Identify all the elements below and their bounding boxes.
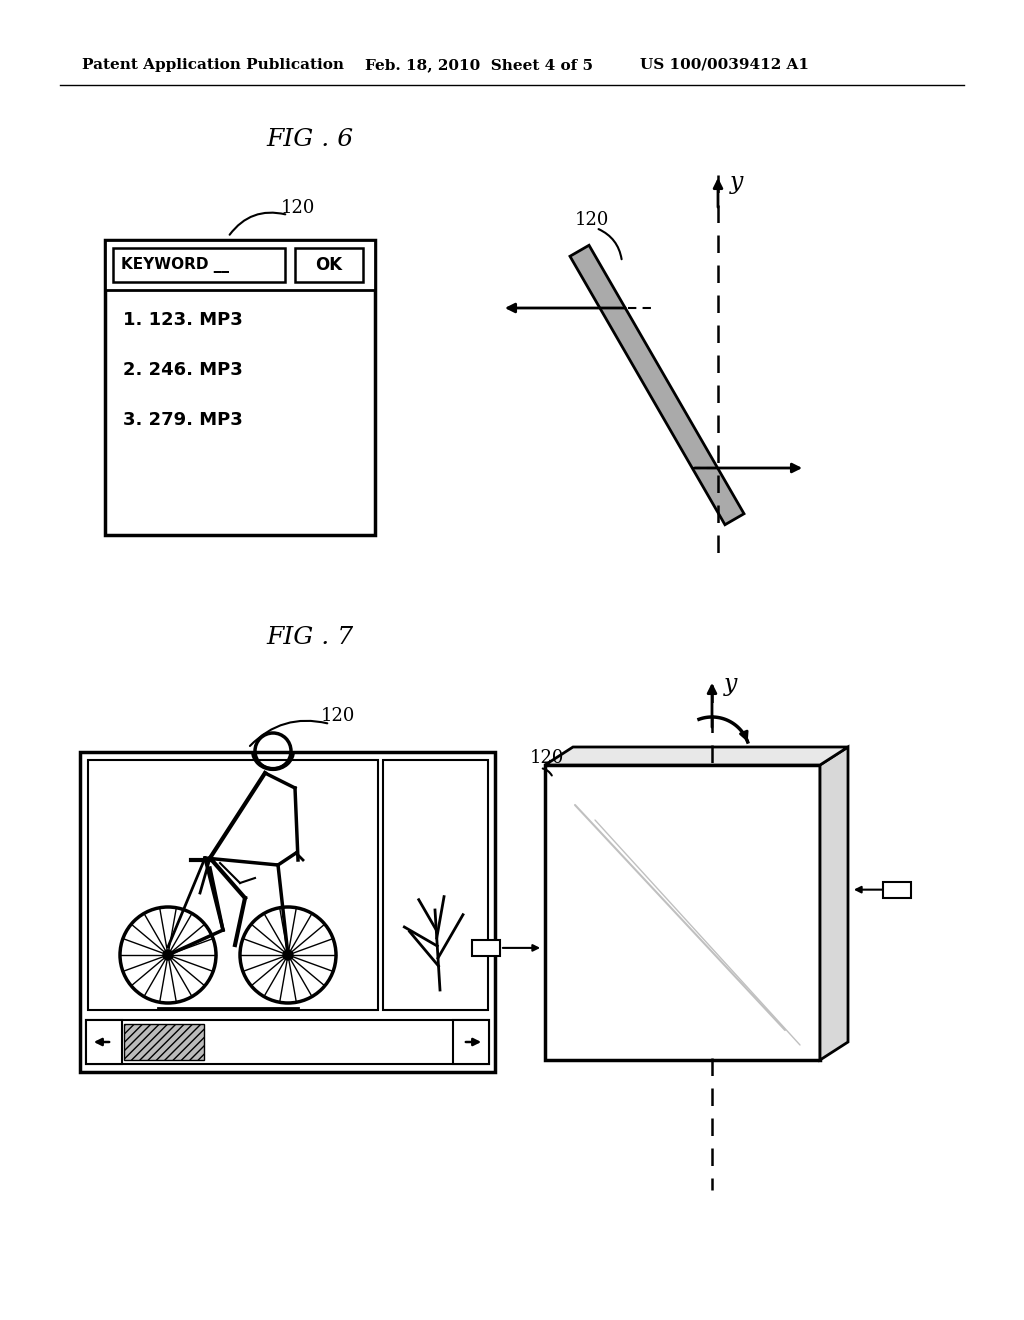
- Bar: [472, 940, 500, 956]
- Circle shape: [283, 950, 293, 960]
- Bar: [105, 240, 375, 535]
- Bar: [86, 1020, 122, 1064]
- Text: 120: 120: [281, 199, 315, 216]
- Bar: [86, 1020, 489, 1064]
- FancyArrowPatch shape: [250, 721, 328, 746]
- FancyArrowPatch shape: [229, 213, 286, 235]
- Text: 120: 120: [575, 211, 609, 228]
- Text: FIG . 6: FIG . 6: [266, 128, 353, 152]
- Text: 2. 246. MP3: 2. 246. MP3: [123, 360, 243, 379]
- Text: y: y: [730, 170, 743, 194]
- Circle shape: [163, 950, 173, 960]
- Bar: [295, 248, 362, 282]
- Text: y: y: [724, 673, 737, 697]
- Text: 120: 120: [530, 748, 564, 767]
- Text: US 100/0039412 A1: US 100/0039412 A1: [640, 58, 809, 73]
- Text: KEYWORD __: KEYWORD __: [121, 257, 229, 273]
- Text: Feb. 18, 2010  Sheet 4 of 5: Feb. 18, 2010 Sheet 4 of 5: [365, 58, 593, 73]
- Text: OK: OK: [315, 256, 343, 275]
- Text: Patent Application Publication: Patent Application Publication: [82, 58, 344, 73]
- Bar: [383, 760, 488, 1010]
- Bar: [88, 760, 378, 1010]
- Polygon shape: [570, 246, 744, 525]
- Bar: [124, 1024, 204, 1060]
- FancyArrowPatch shape: [543, 768, 552, 775]
- Bar: [105, 240, 375, 290]
- Text: FIG . 7: FIG . 7: [266, 627, 353, 649]
- Bar: [453, 1020, 489, 1064]
- Text: 3. 279. MP3: 3. 279. MP3: [123, 411, 243, 429]
- Bar: [80, 752, 495, 1072]
- Text: 1. 123. MP3: 1. 123. MP3: [123, 312, 243, 329]
- Text: 120: 120: [321, 708, 355, 725]
- Polygon shape: [545, 747, 848, 766]
- Polygon shape: [820, 747, 848, 1060]
- Polygon shape: [545, 766, 820, 1060]
- FancyArrowPatch shape: [599, 230, 622, 259]
- Bar: [883, 882, 911, 898]
- Bar: [113, 248, 285, 282]
